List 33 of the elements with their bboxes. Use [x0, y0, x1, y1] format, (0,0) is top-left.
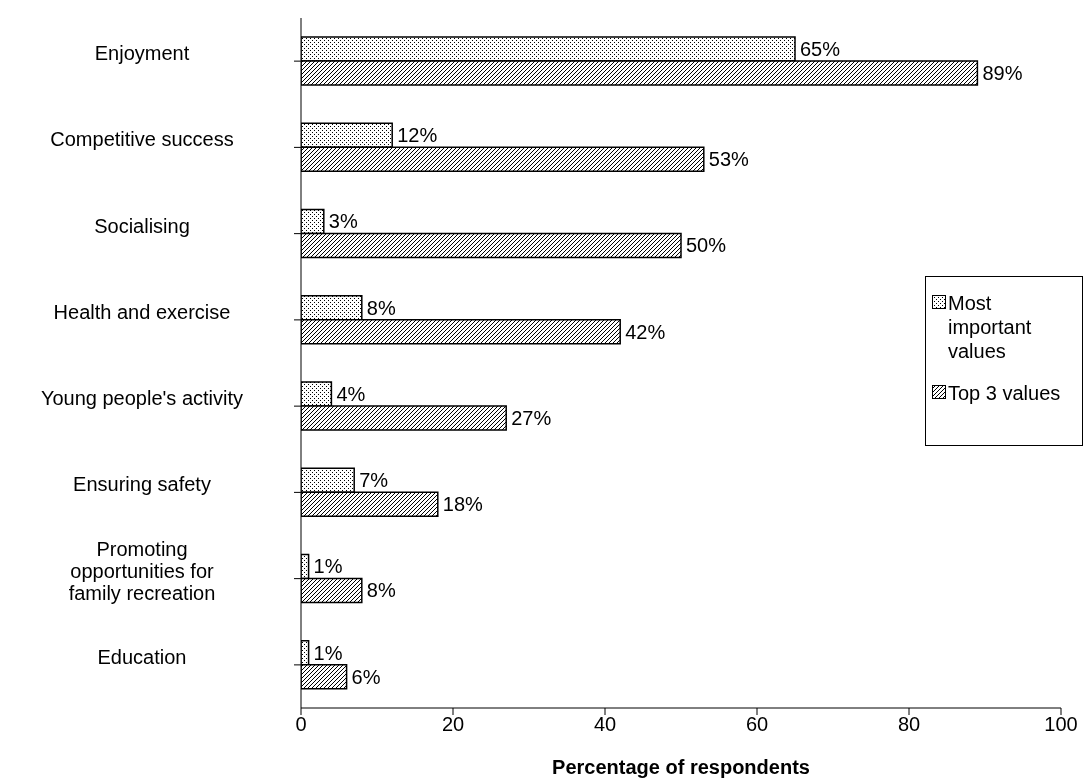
- data-label: 8%: [366, 296, 396, 319]
- data-label: 6%: [351, 665, 381, 688]
- y-tick-label: Young people's activity: [40, 387, 244, 410]
- data-label: 3%: [328, 210, 358, 233]
- x-axis-title: Percentage of respondents: [552, 756, 810, 778]
- y-tick-label: Socialising: [94, 214, 190, 237]
- data-label: 53%: [708, 148, 750, 171]
- data-label: 18%: [442, 493, 484, 516]
- legend-label: Top 3 values: [948, 381, 1061, 405]
- y-tick-label: Ensuring safety: [73, 473, 211, 496]
- data-label: 27%: [511, 406, 552, 429]
- data-label: 1%: [313, 555, 343, 578]
- legend-label: Most important values: [948, 291, 1033, 363]
- data-label: 8%: [366, 579, 396, 602]
- data-label: 1%: [313, 641, 343, 664]
- data-label: 42%: [625, 320, 666, 343]
- y-tick-label: Enjoyment: [94, 42, 190, 65]
- y-tick-label: Competitive success: [50, 128, 234, 151]
- x-tick-label: 20: [441, 713, 465, 736]
- data-label: 50%: [686, 234, 727, 257]
- x-tick-label: 0: [295, 713, 307, 736]
- x-tick-label: 100: [1044, 713, 1078, 736]
- x-tick-label: 80: [897, 713, 921, 736]
- data-label: 65%: [800, 37, 841, 60]
- data-label: 7%: [359, 469, 389, 492]
- x-tick-label: 60: [745, 713, 769, 736]
- y-tick-label: Health and exercise: [53, 300, 231, 323]
- y-tick-label: Promoting opportunities for family recreation: [68, 537, 216, 604]
- data-label: 4%: [336, 382, 366, 405]
- data-label: 89%: [982, 61, 1023, 84]
- x-tick-label: 40: [593, 713, 617, 736]
- data-label: 12%: [397, 124, 438, 147]
- y-tick-label: Education: [97, 645, 187, 668]
